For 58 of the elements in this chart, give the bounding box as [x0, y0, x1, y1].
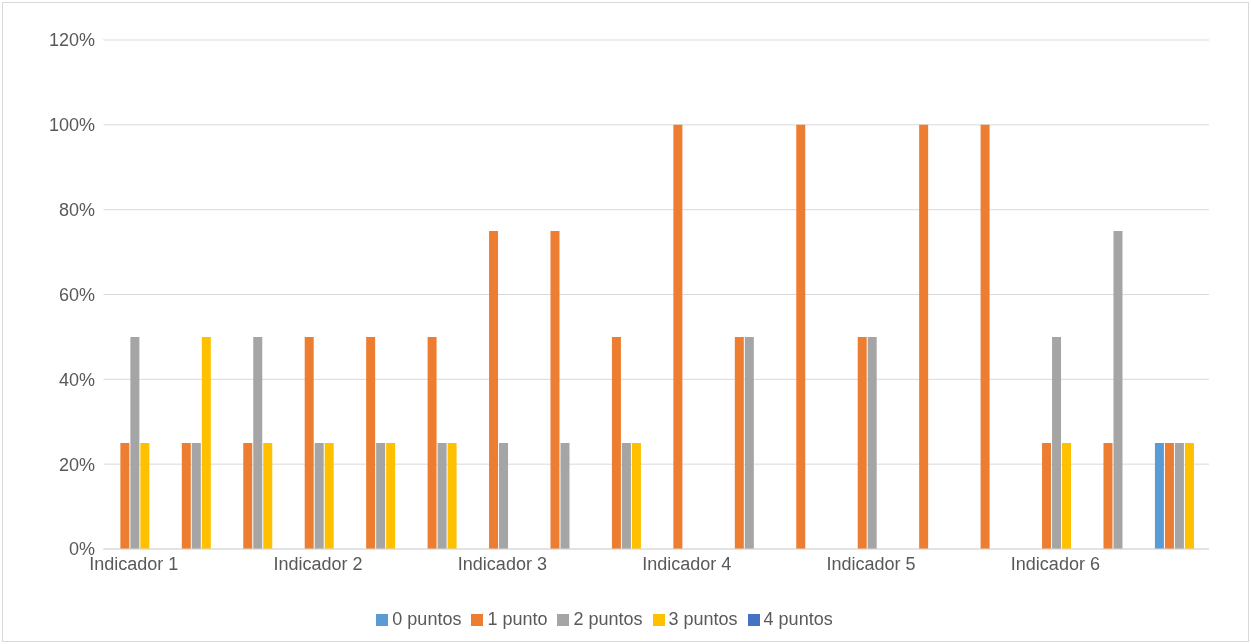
bar: [201, 336, 211, 549]
y-tick-label: 80%: [58, 200, 95, 221]
bar: [499, 442, 509, 549]
bar: [1052, 336, 1062, 549]
bar: [980, 124, 990, 549]
bar: [489, 230, 499, 549]
bar: [427, 336, 437, 549]
x-tick-label: Indicador 5: [826, 553, 916, 574]
bar: [120, 442, 130, 549]
bar: [744, 336, 754, 549]
bar: [867, 336, 877, 549]
bar: [1042, 442, 1052, 549]
bar: [1154, 442, 1164, 549]
bar: [253, 336, 263, 549]
bar: [263, 442, 273, 549]
y-tick-label: 60%: [58, 284, 95, 305]
bar: [1113, 230, 1123, 549]
legend-label: 4 puntos: [763, 609, 833, 629]
bar: [437, 442, 447, 549]
bar: [796, 124, 806, 549]
bar: [611, 336, 621, 549]
bar: [621, 442, 631, 549]
bar: [386, 442, 396, 549]
bar: [376, 442, 386, 549]
y-tick-label: 120%: [48, 30, 95, 51]
bar: [304, 336, 314, 549]
legend-label: 2 puntos: [573, 609, 643, 629]
bar: [673, 124, 683, 549]
x-tick-label: Indicador 4: [642, 553, 732, 574]
bar: [243, 442, 253, 549]
bar: [919, 124, 929, 549]
legend-label: 3 puntos: [668, 609, 738, 629]
bar: [1103, 442, 1113, 549]
bar: [1174, 442, 1184, 549]
bar: [1184, 442, 1194, 549]
x-tick-label: Indicador 3: [457, 553, 547, 574]
bar: [130, 336, 140, 549]
bar: [631, 442, 641, 549]
x-tick-label: Indicador 2: [273, 553, 363, 574]
y-tick-label: 100%: [48, 115, 95, 136]
bar: [857, 336, 867, 549]
bar: [1062, 442, 1072, 549]
x-tick-label: Indicador 6: [1010, 553, 1100, 574]
y-tick-label: 40%: [58, 369, 95, 390]
bar: [1164, 442, 1174, 549]
bar: [314, 442, 324, 549]
legend-label: 0 puntos: [392, 609, 462, 629]
bar: [140, 442, 150, 549]
legend-label: 1 punto: [487, 609, 548, 629]
bar: [181, 442, 191, 549]
bar: [324, 442, 334, 549]
bar: [366, 336, 376, 549]
y-tick-label: 20%: [58, 454, 95, 475]
bar: [447, 442, 457, 549]
bar: [191, 442, 201, 549]
bar: [734, 336, 744, 549]
bar: [560, 442, 570, 549]
bar: [550, 230, 560, 549]
